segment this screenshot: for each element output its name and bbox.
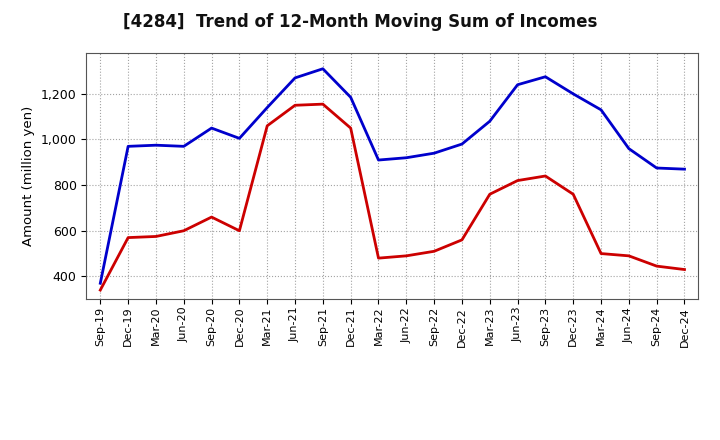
Line: Ordinary Income: Ordinary Income xyxy=(100,69,685,283)
Text: [4284]  Trend of 12-Month Moving Sum of Incomes: [4284] Trend of 12-Month Moving Sum of I… xyxy=(123,13,597,31)
Ordinary Income xyxy=(597,107,606,113)
Net Income xyxy=(374,256,383,261)
Net Income xyxy=(346,125,355,131)
Net Income xyxy=(263,123,271,128)
Net Income xyxy=(569,191,577,197)
Net Income xyxy=(318,102,327,107)
Net Income xyxy=(624,253,633,258)
Ordinary Income xyxy=(124,144,132,149)
Ordinary Income xyxy=(346,95,355,100)
Ordinary Income xyxy=(263,105,271,110)
Ordinary Income xyxy=(513,82,522,88)
Net Income xyxy=(458,237,467,242)
Net Income xyxy=(597,251,606,256)
Net Income xyxy=(124,235,132,240)
Net Income xyxy=(207,214,216,220)
Ordinary Income xyxy=(235,136,243,141)
Net Income xyxy=(152,234,161,239)
Line: Net Income: Net Income xyxy=(100,104,685,290)
Net Income xyxy=(402,253,410,258)
Net Income xyxy=(513,178,522,183)
Ordinary Income xyxy=(569,91,577,96)
Ordinary Income xyxy=(430,150,438,156)
Net Income xyxy=(652,264,661,269)
Net Income xyxy=(96,287,104,293)
Ordinary Income xyxy=(179,144,188,149)
Net Income xyxy=(235,228,243,233)
Y-axis label: Amount (million yen): Amount (million yen) xyxy=(22,106,35,246)
Ordinary Income xyxy=(458,141,467,147)
Ordinary Income xyxy=(207,125,216,131)
Ordinary Income xyxy=(680,166,689,172)
Ordinary Income xyxy=(96,281,104,286)
Net Income xyxy=(485,191,494,197)
Ordinary Income xyxy=(541,74,550,79)
Legend: Ordinary Income, Net Income: Ordinary Income, Net Income xyxy=(233,434,552,440)
Ordinary Income xyxy=(152,143,161,148)
Ordinary Income xyxy=(652,165,661,171)
Net Income xyxy=(291,103,300,108)
Ordinary Income xyxy=(402,155,410,161)
Ordinary Income xyxy=(374,158,383,163)
Ordinary Income xyxy=(624,146,633,151)
Net Income xyxy=(680,267,689,272)
Ordinary Income xyxy=(291,75,300,81)
Net Income xyxy=(430,249,438,254)
Ordinary Income xyxy=(485,119,494,124)
Ordinary Income xyxy=(318,66,327,71)
Net Income xyxy=(541,173,550,179)
Net Income xyxy=(179,228,188,233)
